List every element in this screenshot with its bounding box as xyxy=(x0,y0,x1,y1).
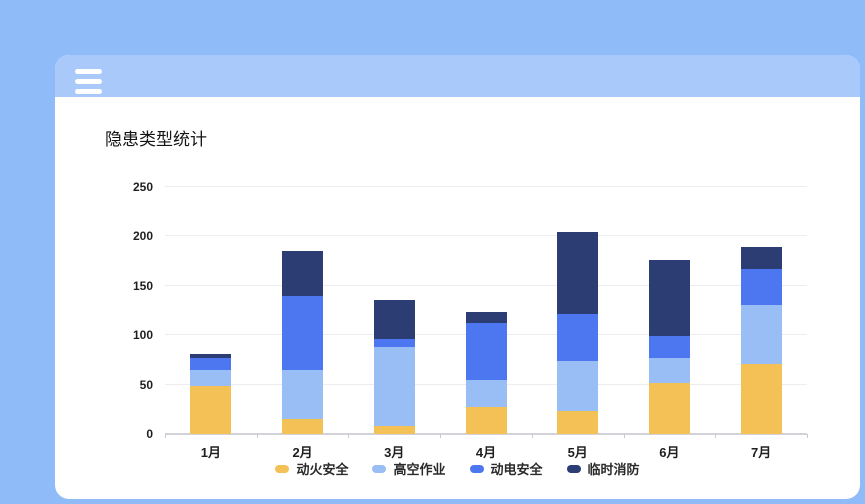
bar-segment-动火安全[interactable] xyxy=(282,419,324,434)
x-axis-label-3月: 3月 xyxy=(384,445,405,460)
y-axis-tick-label: 200 xyxy=(132,229,153,244)
bar-segment-高空作业[interactable] xyxy=(465,379,507,408)
bar-segment-动电安全[interactable] xyxy=(282,295,324,370)
bar-segment-临时消防[interactable] xyxy=(373,299,415,340)
gridline xyxy=(165,186,807,187)
x-axis-tick-mark xyxy=(348,434,349,438)
bar-segment-临时消防[interactable] xyxy=(190,354,232,358)
bar-segment-高空作业[interactable] xyxy=(282,369,324,420)
legend-item-临时消防[interactable]: 临时消防 xyxy=(566,459,640,478)
bar-segment-临时消防[interactable] xyxy=(465,311,507,324)
x-axis-tick-mark xyxy=(624,434,625,438)
legend-label: 临时消防 xyxy=(587,462,640,477)
gridline xyxy=(165,235,807,237)
chart-legend: 动火安全 高空作业 动电安全 临时消防 xyxy=(55,459,860,478)
x-axis-tick-mark xyxy=(715,434,716,438)
x-axis-label-2月: 2月 xyxy=(292,445,313,460)
legend-swatch-icon xyxy=(372,464,387,473)
bar-segment-高空作业[interactable] xyxy=(190,369,232,386)
bar-segment-高空作业[interactable] xyxy=(373,347,415,427)
hamburger-bar xyxy=(75,79,102,84)
hamburger-bar xyxy=(75,69,102,74)
bar-segment-动火安全[interactable] xyxy=(648,382,690,434)
bar-segment-动电安全[interactable] xyxy=(373,339,415,348)
y-axis-tick-label: 50 xyxy=(139,377,153,392)
gridline xyxy=(165,284,807,286)
legend-swatch-icon xyxy=(275,464,290,473)
bar-segment-临时消防[interactable] xyxy=(282,251,324,296)
bar-segment-临时消防[interactable] xyxy=(648,260,690,337)
stacked-bar-2月[interactable] xyxy=(282,251,324,434)
x-axis-label-4月: 4月 xyxy=(475,445,497,460)
x-axis-tick-mark xyxy=(165,434,166,438)
y-axis-tick-label: 150 xyxy=(132,278,153,293)
legend-swatch-icon xyxy=(469,464,484,473)
bar-segment-动电安全[interactable] xyxy=(190,357,232,370)
stacked-bar-4月[interactable] xyxy=(465,311,507,434)
legend-label: 动火安全 xyxy=(296,462,349,477)
bar-segment-动电安全[interactable] xyxy=(557,314,599,361)
x-axis-tick-mark xyxy=(807,434,808,438)
x-axis-label-1月: 1月 xyxy=(200,445,221,460)
bar-segment-动电安全[interactable] xyxy=(740,269,782,305)
stacked-bar-5月[interactable] xyxy=(557,232,599,434)
hamburger-menu-icon[interactable] xyxy=(75,69,102,94)
chart-title: 隐患类型统计 xyxy=(105,130,207,149)
legend-label: 高空作业 xyxy=(393,462,446,477)
x-axis-tick-mark xyxy=(440,434,441,438)
stacked-bar-1月[interactable] xyxy=(190,354,232,434)
stacked-bar-chart: 0 50 100 150 200 250 1月 2月 3月 4月 5月 6月 7月 xyxy=(133,180,808,460)
bar-segment-临时消防[interactable] xyxy=(740,247,782,270)
bar-segment-临时消防[interactable] xyxy=(557,232,599,315)
legend-item-动火安全[interactable]: 动火安全 xyxy=(275,459,348,478)
hamburger-bar xyxy=(75,89,102,94)
y-axis-tick-label: 250 xyxy=(132,180,153,194)
bar-segment-动火安全[interactable] xyxy=(373,426,415,434)
bar-segment-动火安全[interactable] xyxy=(465,407,507,434)
y-axis-tick-label: 100 xyxy=(132,328,153,343)
x-axis-label-7月: 7月 xyxy=(751,445,772,460)
stacked-bar-3月[interactable] xyxy=(373,299,415,434)
x-axis-label-6月: 6月 xyxy=(659,445,680,460)
app-card: 隐患类型统计 0 50 100 150 200 250 1月 2月 3月 4月 5月 6月 7月 动火… xyxy=(55,55,860,499)
app-header xyxy=(55,55,860,97)
bar-segment-动火安全[interactable] xyxy=(190,385,232,434)
x-axis-label-5月: 5月 xyxy=(567,445,588,460)
legend-swatch-icon xyxy=(566,464,581,473)
legend-item-动电安全[interactable]: 动电安全 xyxy=(469,459,543,478)
bar-segment-动电安全[interactable] xyxy=(648,336,690,358)
x-axis-line xyxy=(165,433,807,435)
stacked-bar-7月[interactable] xyxy=(740,247,782,434)
x-axis-tick-mark xyxy=(532,434,533,438)
x-axis-tick-mark xyxy=(257,434,258,438)
bar-segment-高空作业[interactable] xyxy=(740,304,782,364)
bar-segment-动电安全[interactable] xyxy=(465,323,507,380)
y-axis-tick-label: 0 xyxy=(146,427,153,441)
bar-segment-高空作业[interactable] xyxy=(648,357,690,383)
stacked-bar-6月[interactable] xyxy=(648,260,690,434)
legend-item-高空作业[interactable]: 高空作业 xyxy=(372,459,446,478)
bar-segment-高空作业[interactable] xyxy=(557,360,599,412)
bar-segment-动火安全[interactable] xyxy=(557,411,599,434)
legend-label: 动电安全 xyxy=(490,462,543,477)
bar-segment-动火安全[interactable] xyxy=(740,363,782,434)
